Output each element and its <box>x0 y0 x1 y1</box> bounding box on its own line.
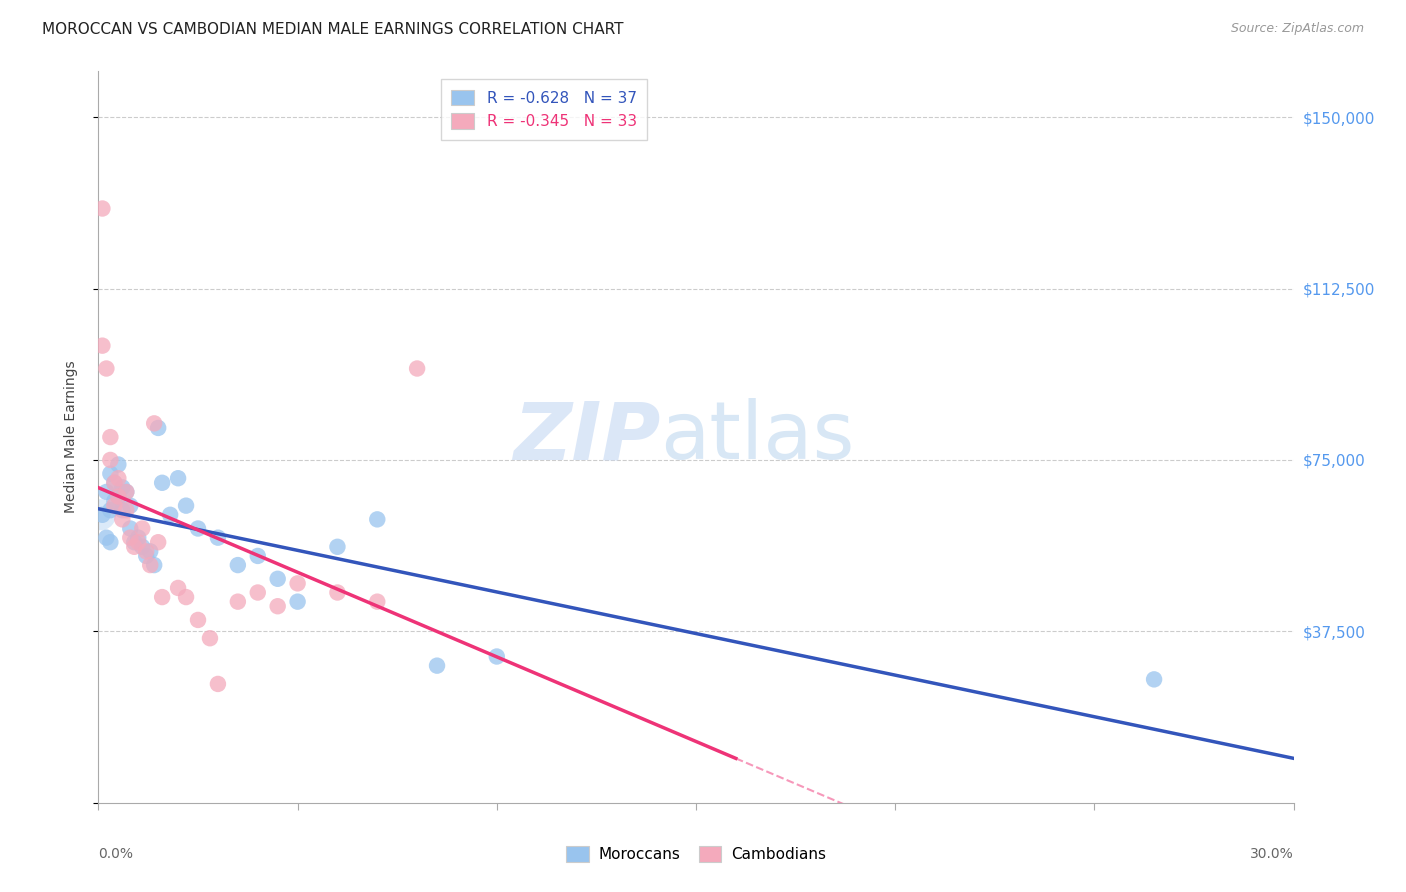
Text: ZIP: ZIP <box>513 398 661 476</box>
Point <box>187 613 209 627</box>
Point <box>98 453 122 467</box>
Point <box>187 521 209 535</box>
Point <box>366 594 388 608</box>
Point <box>143 417 166 431</box>
Point <box>124 535 146 549</box>
Point <box>174 590 197 604</box>
Point <box>96 531 118 545</box>
Point <box>226 558 249 573</box>
Point <box>89 508 111 522</box>
Point <box>406 361 429 376</box>
Point <box>135 549 157 563</box>
Point <box>111 480 134 494</box>
Point <box>127 535 149 549</box>
Point <box>111 512 134 526</box>
Point <box>174 499 197 513</box>
Point <box>148 421 170 435</box>
Point <box>131 521 153 535</box>
Point <box>135 544 157 558</box>
Point <box>120 521 142 535</box>
Point <box>103 494 125 508</box>
Y-axis label: Median Male Earnings: Median Male Earnings <box>63 360 77 514</box>
Point <box>207 531 229 545</box>
Point <box>267 599 290 614</box>
Text: 30.0%: 30.0% <box>1250 847 1294 861</box>
Text: Source: ZipAtlas.com: Source: ZipAtlas.com <box>1230 22 1364 36</box>
Point <box>150 590 173 604</box>
Point <box>91 508 114 522</box>
Point <box>107 490 129 504</box>
Point <box>115 484 138 499</box>
Point <box>246 549 269 563</box>
Point <box>485 649 508 664</box>
Text: MOROCCAN VS CAMBODIAN MEDIAN MALE EARNINGS CORRELATION CHART: MOROCCAN VS CAMBODIAN MEDIAN MALE EARNIN… <box>42 22 624 37</box>
Point <box>103 475 125 490</box>
Point <box>124 540 146 554</box>
Point <box>91 202 114 216</box>
Point <box>98 467 122 481</box>
Point <box>198 632 221 646</box>
Point <box>115 503 138 517</box>
Point <box>207 677 229 691</box>
Point <box>91 338 114 352</box>
Point <box>107 458 129 472</box>
Point <box>366 512 388 526</box>
Point <box>103 499 125 513</box>
Point <box>287 594 309 608</box>
Text: 0.0%: 0.0% <box>98 847 134 861</box>
Text: atlas: atlas <box>661 398 855 476</box>
Point <box>267 572 290 586</box>
Point <box>246 585 269 599</box>
Point <box>127 531 149 545</box>
Point <box>287 576 309 591</box>
Point <box>167 581 190 595</box>
Point <box>120 499 142 513</box>
Point <box>143 558 166 573</box>
Point <box>148 535 170 549</box>
Point <box>159 508 181 522</box>
Point <box>131 540 153 554</box>
Point <box>98 430 122 444</box>
Point <box>426 658 449 673</box>
Point <box>139 544 162 558</box>
Point <box>120 531 142 545</box>
Point <box>107 471 129 485</box>
Point <box>326 585 349 599</box>
Point <box>139 558 162 573</box>
Point <box>98 503 122 517</box>
Point <box>96 361 118 376</box>
Point <box>96 484 118 499</box>
Legend: Moroccans, Cambodians: Moroccans, Cambodians <box>560 840 832 868</box>
Point <box>103 475 125 490</box>
Point <box>98 535 122 549</box>
Point <box>115 484 138 499</box>
Point <box>150 475 173 490</box>
Point <box>107 490 129 504</box>
Point <box>226 594 249 608</box>
Point <box>1143 673 1166 687</box>
Point <box>111 503 134 517</box>
Point <box>167 471 190 485</box>
Point <box>326 540 349 554</box>
